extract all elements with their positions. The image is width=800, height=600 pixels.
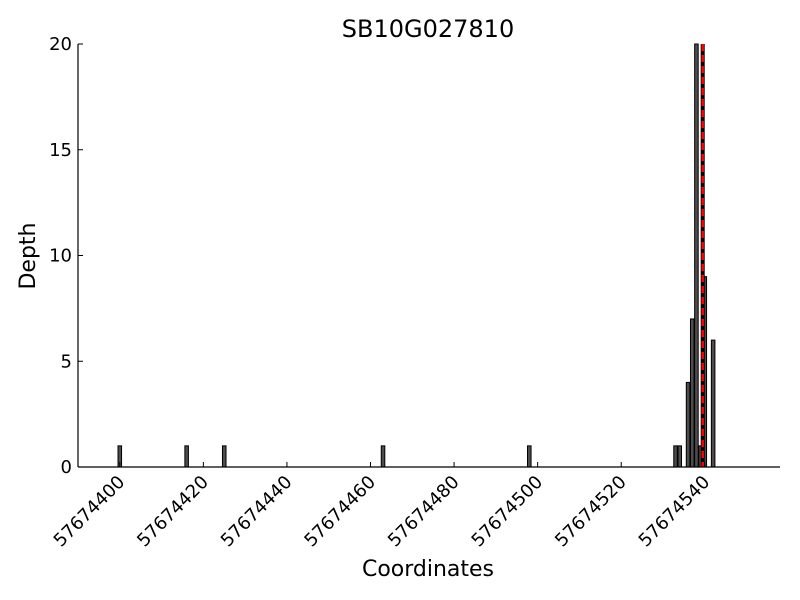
y-tick-label: 0 — [61, 457, 72, 478]
x-ticks-group: 57674400 57674420 57674440 57674460 57674480… — [50, 462, 715, 552]
chart-title: SB10G027810 — [342, 15, 514, 43]
y-tick-label: 10 — [49, 246, 72, 267]
x-tick-label: 57674480 — [384, 472, 464, 552]
x-tick-label: 57674500 — [468, 472, 548, 552]
bars-group — [117, 43, 716, 468]
x-tick-label: 57674540 — [635, 472, 715, 552]
bar — [677, 445, 682, 468]
bar — [527, 445, 532, 468]
y-tick-label: 15 — [49, 140, 72, 161]
bar — [710, 339, 716, 468]
bar — [685, 381, 691, 468]
bar — [673, 445, 678, 468]
x-axis-label: Coordinates — [362, 557, 494, 582]
y-axis-label: Depth — [16, 222, 41, 289]
bar — [221, 445, 227, 468]
x-tick-label: 57674440 — [217, 472, 297, 552]
bar — [184, 445, 189, 468]
x-tick-label: 57674460 — [300, 472, 380, 552]
x-tick-label: 57674520 — [551, 472, 631, 552]
x-tick-label: 57674400 — [50, 472, 130, 552]
y-tick-label: 5 — [61, 351, 72, 372]
x-tick-label: 57674420 — [133, 472, 213, 552]
y-tick-label: 20 — [49, 34, 72, 55]
bar — [694, 43, 699, 468]
bar — [380, 445, 386, 468]
y-ticks-group: 0 5 10 15 20 — [49, 34, 83, 478]
bar — [689, 318, 695, 468]
